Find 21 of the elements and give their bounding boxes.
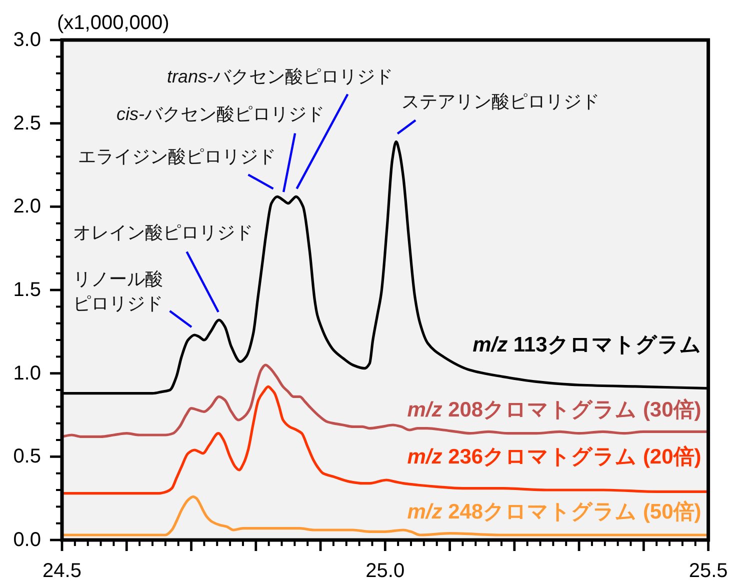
annotation: リノール酸ピロリジド [72, 269, 163, 314]
x-tick-label: 25.0 [366, 560, 405, 582]
y-tick-label: 2.0 [13, 196, 41, 218]
y-tick-label: 1.5 [13, 279, 41, 301]
annotation: cis-バクセン酸ピロリジド [116, 104, 325, 124]
y-tick-label: 0.0 [13, 529, 41, 551]
y-tick-label: 1.0 [13, 362, 41, 384]
series-label: m/z 248クロマトグラム (50倍) [407, 499, 702, 523]
y-axis-title: (x1,000,000) [57, 12, 170, 34]
y-tick-label: 0.5 [13, 446, 41, 468]
annotation: エライジン酸ピロリジド [78, 146, 276, 167]
annotation: trans-バクセン酸ピロリジド [166, 66, 393, 86]
y-tick-label: 2.5 [13, 112, 41, 134]
series-label: m/z 236クロマトグラム (20倍) [407, 444, 702, 468]
x-tick-label: 25.5 [688, 560, 728, 582]
annotation: オレイン酸ピロリジド [73, 222, 254, 242]
series-label: m/z 208クロマトグラム (30倍) [407, 397, 702, 422]
series-label: m/z 113クロマトグラム [472, 332, 702, 356]
y-tick-label: 3.0 [13, 29, 41, 51]
annotation: ステアリン酸ピロリジド [402, 92, 600, 112]
x-tick-label: 24.5 [42, 560, 82, 582]
